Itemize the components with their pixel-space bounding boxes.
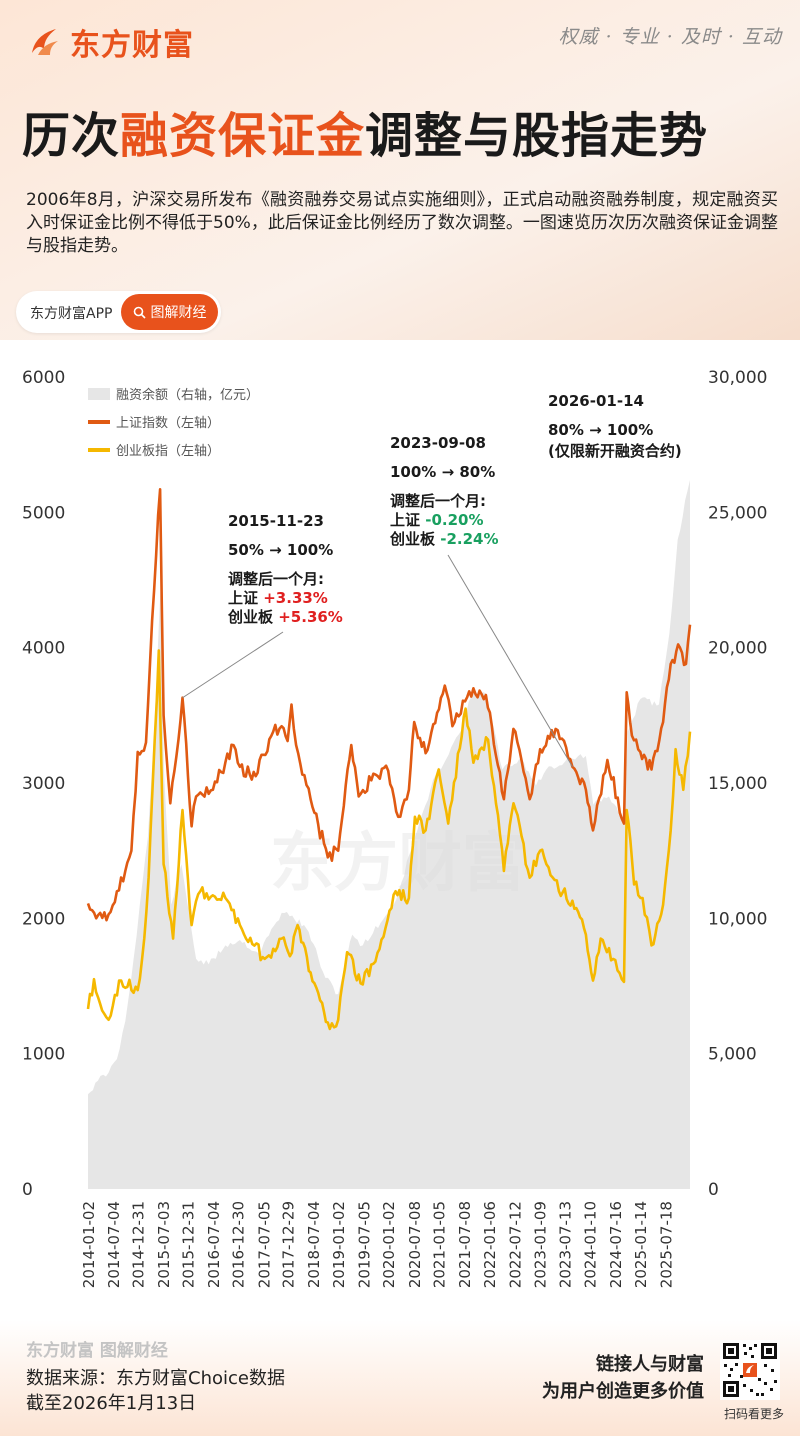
right-axis-tick-label: 15,000	[708, 774, 767, 794]
right-axis-tick-label: 0	[708, 1180, 719, 1200]
left-axis-tick-label: 6000	[22, 368, 65, 388]
annotation-label: 调整后一个月:	[390, 492, 486, 510]
margin-chart: 东方财富 0 1000 2000 3000 4000 5000 6000 0 5,000 10,0…	[22, 368, 767, 1288]
series-tag-button[interactable]: 图解财经	[121, 294, 218, 330]
brand-logo: 东方财富	[26, 20, 194, 64]
x-axis-tick-label: 2017-07-05	[255, 1201, 273, 1288]
annotation-change: 50% → 100%	[228, 541, 333, 559]
series-tag-label: 图解财经	[150, 305, 207, 321]
chinext-index-line	[86, 649, 692, 1031]
area-layer	[88, 479, 690, 1189]
data-cutoff-text: 截至2026年1月13日	[26, 1393, 197, 1414]
right-axis-tick-label: 20,000	[708, 639, 767, 659]
left-axis-tick-label: 5000	[22, 503, 65, 523]
margin-balance-area	[88, 479, 690, 1189]
search-icon	[133, 306, 146, 319]
legend-label: 融资余额（右轴，亿元）	[116, 387, 259, 403]
legend-swatch-margin	[88, 388, 110, 400]
annotation-cy-label: 创业板 -2.24%	[389, 530, 499, 548]
x-axis-tick-label: 2014-01-02	[80, 1201, 98, 1288]
right-axis-tick-label: 10,000	[708, 909, 767, 929]
left-axis-tick-label: 4000	[22, 639, 65, 659]
x-axis-tick-label: 2016-07-04	[205, 1201, 223, 1288]
line-layer	[86, 488, 692, 1031]
x-axis-tick-label: 2024-01-10	[581, 1201, 599, 1288]
x-axis-tick-label: 2023-07-13	[557, 1201, 575, 1288]
x-axis-tick-label: 2017-12-29	[280, 1201, 298, 1288]
annotation-date: 2026-01-14	[548, 392, 644, 410]
left-axis-tick-label: 0	[22, 1180, 33, 1200]
annotation-date: 2015-11-23	[228, 512, 324, 530]
x-axis-tick-label: 2022-07-12	[507, 1201, 525, 1288]
legend-swatch-chinext	[88, 448, 110, 452]
right-axis-tick-label: 30,000	[708, 368, 767, 388]
x-axis-tick-label: 2023-01-09	[531, 1201, 549, 1288]
source-tag-bar: 东方财富APP 图解财经	[16, 291, 221, 333]
legend-swatch-shanghai	[88, 420, 110, 424]
right-axis-tick-label: 5,000	[708, 1045, 757, 1065]
x-axis-tick-label: 2018-07-04	[305, 1201, 323, 1288]
annotation-sh-label: 上证 -0.20%	[390, 511, 484, 529]
qr-caption: 扫码看更多	[723, 1407, 784, 1421]
x-axis-tick-label: 2021-07-08	[456, 1201, 474, 1288]
header-slogan: 权威 · 专业 · 及时 · 互动	[558, 26, 782, 48]
left-axis-tick-label: 2000	[22, 909, 65, 929]
data-source-text: 数据来源：东方财富Choice数据	[26, 1368, 285, 1389]
qr-code-icon[interactable]	[720, 1340, 780, 1400]
x-axis-tick-label: 2019-01-02	[330, 1201, 348, 1288]
x-axis-tick-label: 2015-07-03	[155, 1201, 173, 1288]
x-axis-tick-label: 2024-07-16	[607, 1201, 625, 1288]
x-axis-tick-label: 2022-01-06	[481, 1201, 499, 1288]
legend-label: 上证指数（左轴）	[116, 416, 220, 431]
left-axis-tick-label: 3000	[22, 774, 65, 794]
annotation-change: 80% → 100%	[548, 421, 653, 439]
right-axis-tick-label: 25,000	[708, 503, 767, 523]
annotation-leader-line	[447, 554, 573, 768]
shanghai-index-line	[86, 488, 692, 922]
footer-slogan-line2: 为用户创造更多价值	[542, 1381, 704, 1402]
flame-logo-icon	[32, 29, 58, 55]
x-axis-tick-label: 2020-07-08	[406, 1201, 424, 1288]
page-title: 历次融资保证金调整与股指走势	[22, 96, 708, 166]
brand-name: 东方财富	[70, 28, 194, 63]
x-axis-tick-label: 2025-07-18	[658, 1201, 676, 1288]
x-axis-tick-label: 2015-12-31	[180, 1201, 198, 1288]
intro-text: 2006年8月，沪深交易所发布《融资融券交易试点实施细则》，正式启动融资融券制度…	[26, 190, 778, 256]
footer-source: 数据来源：东方财富Choice数据 截至2026年1月13日	[26, 1366, 285, 1416]
app-name-label: 东方财富APP	[30, 306, 113, 322]
footer-brand: 东方财富 图解财经	[26, 1341, 168, 1361]
legend-layer: 融资余额（右轴，亿元） 上证指数（左轴） 创业板指（左轴）	[88, 387, 259, 459]
chart-watermark: 东方财富	[270, 827, 526, 901]
x-axis-tick-label: 2019-07-05	[355, 1201, 373, 1288]
x-axis-tick-label: 2020-01-02	[380, 1201, 398, 1288]
title-highlight: 融资保证金	[120, 108, 366, 164]
footer-slogan: 链接人与财富 为用户创造更多价值	[542, 1351, 704, 1405]
x-axis-tick-label: 2025-01-14	[632, 1201, 650, 1288]
legend-label: 创业板指（左轴）	[116, 444, 220, 459]
footer-slogan-line1: 链接人与财富	[596, 1354, 704, 1375]
annotation-sh-label: 上证 +3.33%	[228, 589, 328, 607]
axes-layer: 0 1000 2000 3000 4000 5000 6000 0 5,000 10,000 15,…	[22, 368, 767, 1288]
x-axis-tick-label: 2014-12-31	[130, 1201, 148, 1288]
annotation-change: 100% → 80%	[390, 463, 495, 481]
title-prefix: 历次	[22, 108, 121, 164]
left-axis-tick-label: 1000	[22, 1045, 65, 1065]
annotation-leader-line	[182, 631, 284, 699]
x-axis-tick-label: 2016-12-30	[230, 1201, 248, 1288]
x-axis-tick-label: 2014-07-04	[105, 1201, 123, 1288]
annotation-label: 调整后一个月:	[228, 570, 324, 588]
x-axis-tick-label: 2021-01-05	[431, 1201, 449, 1288]
annotation-cy-label: 创业板 +5.36%	[227, 608, 343, 626]
title-suffix: 调整与股指走势	[365, 108, 709, 164]
annotation-date: 2023-09-08	[390, 434, 486, 452]
annotation-note: (仅限新开融资合约)	[548, 442, 682, 460]
